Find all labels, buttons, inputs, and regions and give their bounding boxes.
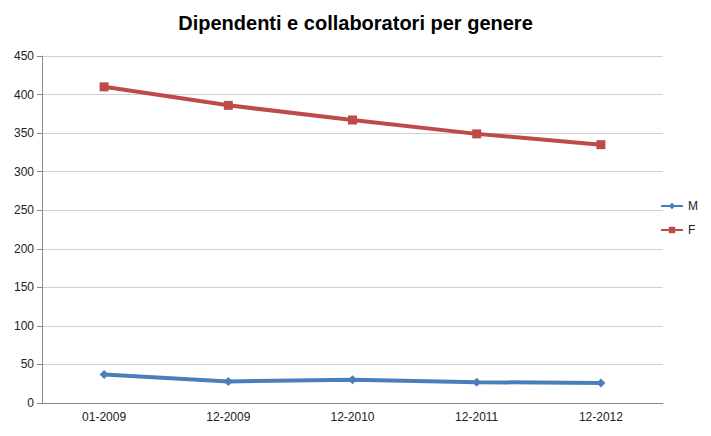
- svg-text:12-2012: 12-2012: [579, 410, 623, 424]
- svg-text:450: 450: [14, 49, 34, 63]
- svg-text:50: 50: [21, 357, 35, 371]
- svg-text:400: 400: [14, 88, 34, 102]
- svg-text:12-2011: 12-2011: [455, 410, 498, 424]
- svg-text:250: 250: [14, 203, 34, 217]
- svg-text:F: F: [688, 223, 695, 237]
- svg-text:350: 350: [14, 126, 34, 140]
- svg-text:0: 0: [27, 396, 34, 410]
- svg-text:12-2009: 12-2009: [206, 410, 250, 424]
- svg-text:150: 150: [14, 280, 34, 294]
- svg-text:100: 100: [14, 319, 34, 333]
- svg-text:300: 300: [14, 165, 34, 179]
- svg-text:01-2009: 01-2009: [82, 410, 126, 424]
- svg-text:Dipendenti e collaboratori per: Dipendenti e collaboratori per genere: [178, 12, 533, 34]
- svg-text:200: 200: [14, 242, 34, 256]
- svg-text:M: M: [688, 199, 698, 213]
- svg-text:12-2010: 12-2010: [330, 410, 374, 424]
